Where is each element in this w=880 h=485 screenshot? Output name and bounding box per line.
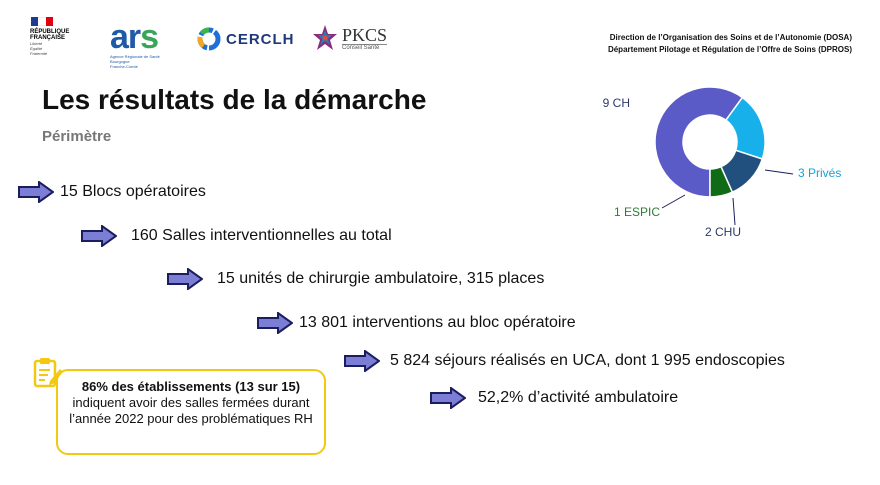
donut-slice [709, 165, 734, 198]
leader-line [732, 197, 736, 226]
ars-wordmark: ars [110, 18, 159, 56]
rf-motto-3: Fraternité [30, 51, 48, 56]
ars-sub-2: Bourgogne [110, 59, 130, 64]
pkcs-subtitle: Conseil Santé [342, 43, 388, 51]
list-item: 15 unités de chirurgie ambulatoire, 315 … [167, 268, 544, 290]
rf-line-1: RÉPUBLIQUE [30, 29, 70, 35]
leader-line [764, 169, 794, 175]
arrow-right-icon [167, 268, 203, 290]
list-item: 160 Salles interventionnelles au total [81, 225, 392, 247]
item-text: 52,2% d’activité ambulatoire [478, 389, 679, 406]
arrow-right-icon [430, 387, 466, 409]
page-subtitle: Périmètre [42, 128, 112, 145]
rf-line-2: FRANÇAISE [30, 35, 66, 41]
list-item: 15 Blocs opératoires [18, 181, 206, 203]
pkcs-text: PKCS Conseil Santé [342, 24, 388, 51]
donut-slice [654, 86, 744, 198]
item-text: 15 Blocs opératoires [60, 183, 206, 200]
pkcs-name: PKCS [342, 24, 388, 45]
list-item: 52,2% d’activité ambulatoire [430, 387, 678, 409]
leader-line [661, 194, 686, 209]
rf-motto-2: Égalité [30, 46, 43, 51]
ars-sub-1: Agence Régionale de Santé [110, 54, 160, 59]
page-title: Les résultats de la démarche [42, 84, 427, 115]
ars-sub-3: Franche-Comté [110, 64, 138, 69]
french-flag-icon [31, 17, 53, 26]
arrow-right-icon [344, 350, 380, 372]
item-text: 5 824 séjours réalisés en UCA, dont 1 99… [390, 352, 785, 369]
item-text: 160 Salles interventionnelles au total [131, 227, 392, 244]
data-label: 9 CH [603, 96, 630, 110]
item-text: 13 801 interventions au bloc opératoire [299, 314, 576, 331]
dept-line-1: Direction de l’Organisation des Soins et… [609, 33, 852, 42]
pkcs-logo: PKCS Conseil Santé [312, 24, 388, 52]
pkcs-star-icon [313, 25, 337, 50]
rh-callout-box: 86% des établissements (13 sur 15) indiq… [56, 369, 326, 455]
notepad-icon [30, 356, 64, 395]
ars-logo: ars Agence Régionale de Santé Bourgogne … [110, 18, 172, 69]
cerclh-ring-icon [197, 27, 221, 51]
data-label: 3 Privés [798, 166, 841, 180]
list-item: 5 824 séjours réalisés en UCA, dont 1 99… [344, 350, 785, 372]
item-text: 15 unités de chirurgie ambulatoire, 315 … [217, 270, 545, 287]
republique-francaise-logo: RÉPUBLIQUE FRANÇAISE Liberté Égalité Fra… [30, 17, 76, 56]
cerclh-logo: CERCLH [196, 26, 295, 52]
rf-motto-1: Liberté [30, 41, 43, 46]
data-label: 2 CHU [705, 225, 741, 239]
arrow-right-icon [18, 181, 54, 203]
list-item: 13 801 interventions au bloc opératoire [257, 312, 576, 334]
data-label: 1 ESPIC [614, 205, 660, 219]
arrow-right-icon [81, 225, 117, 247]
callout-highlight: 86% des établissements (13 sur 15) [81, 379, 301, 394]
dept-line-2: Département Pilotage et Régulation de l’… [607, 45, 852, 54]
department-header: Direction de l’Organisation des Soins et… [608, 32, 852, 56]
establishment-donut-chart: 9 CH 3 Privés 2 CHU 1 ESPIC [603, 86, 841, 239]
arrow-right-icon [257, 312, 293, 334]
cerclh-text: CERCLH [226, 30, 295, 48]
callout-text: indiquent avoir des salles fermées duran… [69, 395, 313, 426]
